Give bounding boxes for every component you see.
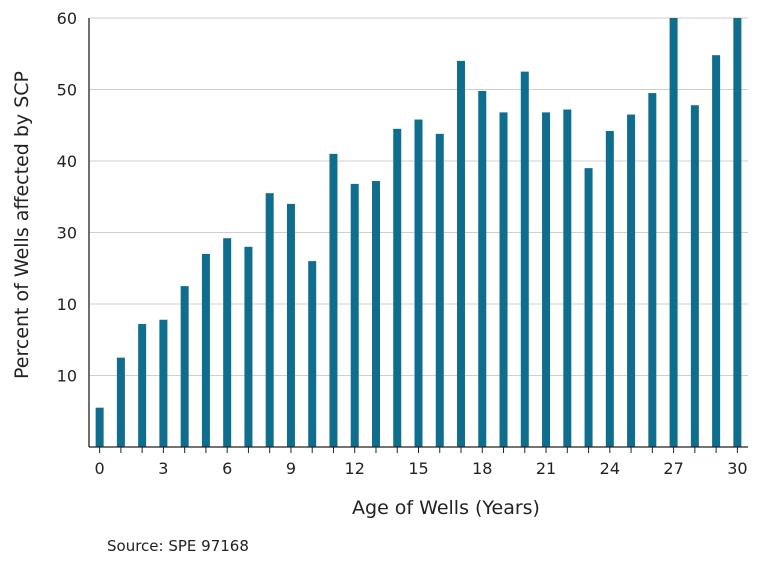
x-tick-label: 30 xyxy=(727,459,747,478)
bar-age-3 xyxy=(159,319,168,447)
bar-age-22 xyxy=(563,109,572,448)
x-tick-label: 12 xyxy=(345,459,365,478)
bar-age-25 xyxy=(627,114,636,448)
x-tick-label: 24 xyxy=(600,459,620,478)
x-tick-label: 6 xyxy=(222,459,232,478)
bar-age-0 xyxy=(95,407,104,447)
y-tick-label: 10 xyxy=(57,295,77,314)
x-tick-label: 27 xyxy=(663,459,683,478)
y-tick-label: 60 xyxy=(57,9,77,28)
bar-age-2 xyxy=(138,324,147,447)
bar-age-12 xyxy=(350,183,359,447)
bar-age-15 xyxy=(414,119,423,447)
x-tick-label: 15 xyxy=(408,459,428,478)
bar-age-8 xyxy=(265,193,274,447)
y-tick-label: 10 xyxy=(57,367,77,386)
bar-age-5 xyxy=(201,253,210,447)
y-tick-label: 40 xyxy=(57,152,77,171)
bar-age-14 xyxy=(393,128,402,447)
y-tick-label: 30 xyxy=(57,224,77,243)
x-tick-label: 0 xyxy=(95,459,105,478)
bar-age-30 xyxy=(733,18,742,447)
bar-age-23 xyxy=(584,168,593,447)
bar-age-10 xyxy=(308,261,317,447)
bar-age-27 xyxy=(669,18,678,447)
y-tick-labels: 10 10 30 40 50 60 xyxy=(57,9,77,386)
y-axis-title: Percent of Wells affected by SCP xyxy=(11,71,33,379)
bar-age-9 xyxy=(286,203,295,447)
bar-age-17 xyxy=(457,60,466,448)
bar-age-21 xyxy=(542,112,551,447)
bar-age-18 xyxy=(478,90,487,448)
y-tick-label: 50 xyxy=(57,81,77,100)
bar-age-13 xyxy=(371,181,380,447)
bar-age-4 xyxy=(180,286,189,447)
x-axis-title: Age of Wells (Years) xyxy=(352,497,540,519)
bar-age-20 xyxy=(520,71,529,447)
bar-age-26 xyxy=(648,93,657,447)
axes xyxy=(88,18,748,453)
x-tick-label: 21 xyxy=(536,459,556,478)
bar-age-24 xyxy=(605,130,614,447)
bar-age-16 xyxy=(435,133,444,447)
bar-age-6 xyxy=(223,238,232,447)
bars xyxy=(95,18,742,448)
bar-age-29 xyxy=(712,55,721,448)
bar-age-11 xyxy=(329,153,338,447)
bar-age-7 xyxy=(244,246,253,447)
x-tick-label: 9 xyxy=(286,459,296,478)
bar-age-28 xyxy=(690,105,699,447)
source-note: Source: SPE 97168 xyxy=(107,537,249,555)
x-tick-label: 3 xyxy=(158,459,168,478)
x-tick-labels: 0 3 6 9 12 15 18 21 24 27 30 xyxy=(95,459,748,478)
bar-age-19 xyxy=(499,112,508,447)
bar-age-1 xyxy=(116,357,125,447)
x-tick-label: 18 xyxy=(472,459,492,478)
